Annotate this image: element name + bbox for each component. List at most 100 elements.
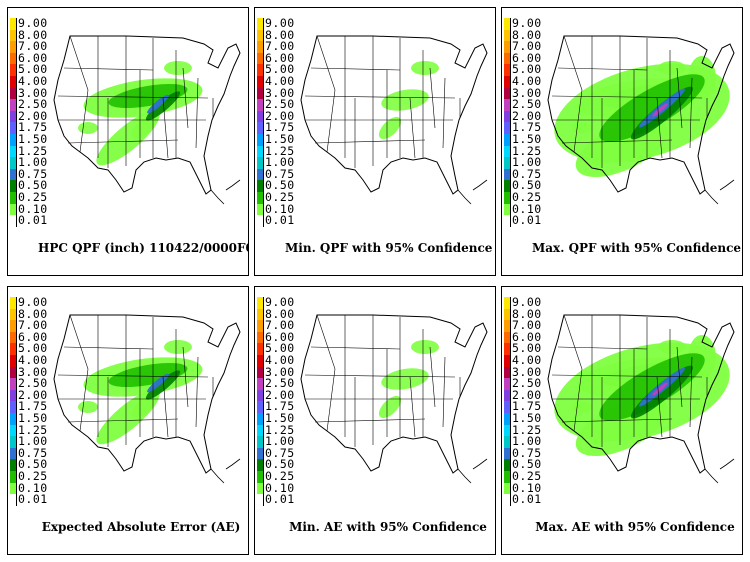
legend-value: 0.01 bbox=[18, 492, 48, 507]
panel-caption: Min. AE with 95% Confidence bbox=[289, 520, 487, 534]
legend-value: 6.00 bbox=[18, 50, 48, 65]
legend-value: 9.00 bbox=[512, 16, 542, 30]
us-precip-map bbox=[53, 35, 241, 205]
us-precip-map bbox=[547, 314, 735, 484]
legend-value: 1.25 bbox=[512, 143, 542, 158]
legend-entry: 4.00 bbox=[257, 73, 301, 88]
legend-swatch bbox=[257, 75, 264, 88]
precip-field bbox=[78, 340, 203, 445]
legend-value: 2.00 bbox=[265, 108, 295, 123]
legend-entry: 6.00 bbox=[10, 50, 54, 65]
legend-value: 0.10 bbox=[512, 201, 542, 216]
legend-entry: 1.25 bbox=[504, 143, 548, 158]
legend-swatch bbox=[10, 191, 17, 204]
legend-swatch bbox=[257, 18, 264, 30]
color-legend: 9.00 8.00 7.00 6.00 5.00 4.00 3.00 2.50 2.00 1.75… bbox=[257, 296, 301, 507]
legend-swatch bbox=[10, 482, 17, 495]
legend-entry: 6.00 bbox=[504, 329, 548, 344]
legend-entry: 0.01 bbox=[257, 492, 301, 507]
legend-swatch bbox=[257, 29, 264, 42]
legend-entry: 2.00 bbox=[257, 388, 301, 402]
color-legend: 9.00 8.00 7.00 6.00 5.00 4.00 3.00 2.50 2.00 1.75… bbox=[10, 16, 54, 227]
legend-swatch bbox=[10, 401, 17, 413]
legend-swatch bbox=[10, 133, 17, 146]
legend-value: 0.25 bbox=[18, 189, 48, 204]
legend-entry: 4.00 bbox=[257, 352, 301, 367]
legend-swatch bbox=[504, 401, 511, 413]
legend-value: 0.75 bbox=[512, 445, 542, 460]
legend-entry: 5.00 bbox=[504, 342, 548, 355]
legend-value: 0.25 bbox=[18, 468, 48, 483]
legend-swatch bbox=[257, 52, 264, 65]
legend-swatch bbox=[10, 343, 17, 355]
panel-caption: HPC QPF (inch) 110422/0000F030 bbox=[38, 241, 249, 255]
legend-entry: 1.50 bbox=[257, 411, 301, 425]
legend-swatch bbox=[257, 41, 264, 53]
us-outline bbox=[300, 314, 488, 474]
legend-swatch bbox=[504, 215, 511, 227]
legend-swatch bbox=[10, 447, 17, 460]
legend-value: 7.00 bbox=[512, 39, 542, 54]
legend-entry: 0.01 bbox=[504, 214, 548, 227]
legend-swatch bbox=[504, 180, 511, 192]
legend-value: 8.00 bbox=[18, 27, 48, 42]
legend-value: 0.01 bbox=[265, 492, 295, 507]
legend-entry: 9.00 bbox=[257, 296, 301, 309]
map-panel: 9.00 8.00 7.00 6.00 5.00 4.00 3.00 2.50 2.00 1.75… bbox=[501, 7, 743, 276]
us-precip-map bbox=[53, 314, 241, 484]
legend-entry: 6.00 bbox=[504, 51, 548, 65]
legend-value: 4.00 bbox=[265, 352, 295, 367]
legend-value: 0.10 bbox=[18, 201, 48, 216]
legend-entry: 2.50 bbox=[257, 377, 301, 390]
legend-entry: 1.50 bbox=[10, 132, 54, 146]
us-outline bbox=[53, 314, 241, 474]
legend-swatch bbox=[257, 320, 264, 332]
map-panel: 9.00 8.00 7.00 6.00 5.00 4.00 3.00 2.50 2.00 1.75… bbox=[7, 7, 249, 276]
us-precip-map bbox=[547, 35, 735, 205]
precip-field bbox=[554, 56, 730, 178]
legend-entry: 0.75 bbox=[504, 166, 548, 181]
legend-entry: 2.50 bbox=[504, 98, 548, 111]
legend-value: 7.00 bbox=[512, 318, 542, 333]
legend-swatch bbox=[10, 389, 17, 402]
legend-value: 3.00 bbox=[512, 85, 542, 100]
legend-value: 0.75 bbox=[512, 166, 542, 181]
legend-swatch bbox=[257, 354, 264, 367]
legend-entry: 4.00 bbox=[504, 74, 548, 88]
legend-swatch bbox=[257, 308, 264, 321]
legend-value: 0.10 bbox=[265, 480, 295, 495]
legend-entry: 1.75 bbox=[257, 400, 301, 413]
legend-entry: 1.75 bbox=[10, 120, 54, 135]
legend-value: 6.00 bbox=[512, 329, 542, 344]
legend-swatch bbox=[10, 41, 17, 53]
legend-swatch bbox=[10, 424, 17, 437]
legend-value: 2.00 bbox=[512, 387, 542, 402]
legend-entry: 2.00 bbox=[10, 108, 54, 123]
legend-entry: 3.00 bbox=[257, 365, 301, 379]
legend-value: 0.50 bbox=[18, 457, 48, 472]
legend-value: 2.50 bbox=[265, 97, 295, 112]
legend-swatch bbox=[504, 168, 511, 181]
legend-value: 4.00 bbox=[265, 73, 295, 88]
legend-value: 9.00 bbox=[18, 16, 48, 30]
legend-entry: 3.00 bbox=[10, 365, 54, 379]
legend-swatch bbox=[504, 41, 511, 53]
legend-entry: 0.25 bbox=[257, 190, 301, 204]
legend-value: 0.10 bbox=[265, 201, 295, 216]
legend-swatch bbox=[10, 320, 17, 332]
legend-swatch bbox=[504, 320, 511, 332]
legend-swatch bbox=[257, 331, 264, 344]
legend-entry: 7.00 bbox=[504, 39, 548, 54]
legend-swatch bbox=[504, 297, 511, 309]
legend-swatch bbox=[10, 470, 17, 483]
legend-swatch bbox=[10, 122, 17, 134]
legend-value: 1.75 bbox=[18, 120, 48, 135]
legend-swatch bbox=[10, 168, 17, 181]
legend-value: 2.00 bbox=[18, 108, 48, 123]
legend-value: 8.00 bbox=[512, 306, 542, 321]
legend-swatch bbox=[10, 64, 17, 76]
legend-swatch bbox=[504, 482, 511, 495]
legend-value: 1.75 bbox=[265, 120, 295, 135]
legend-swatch bbox=[10, 157, 17, 169]
legend-entry: 0.50 bbox=[10, 457, 54, 472]
